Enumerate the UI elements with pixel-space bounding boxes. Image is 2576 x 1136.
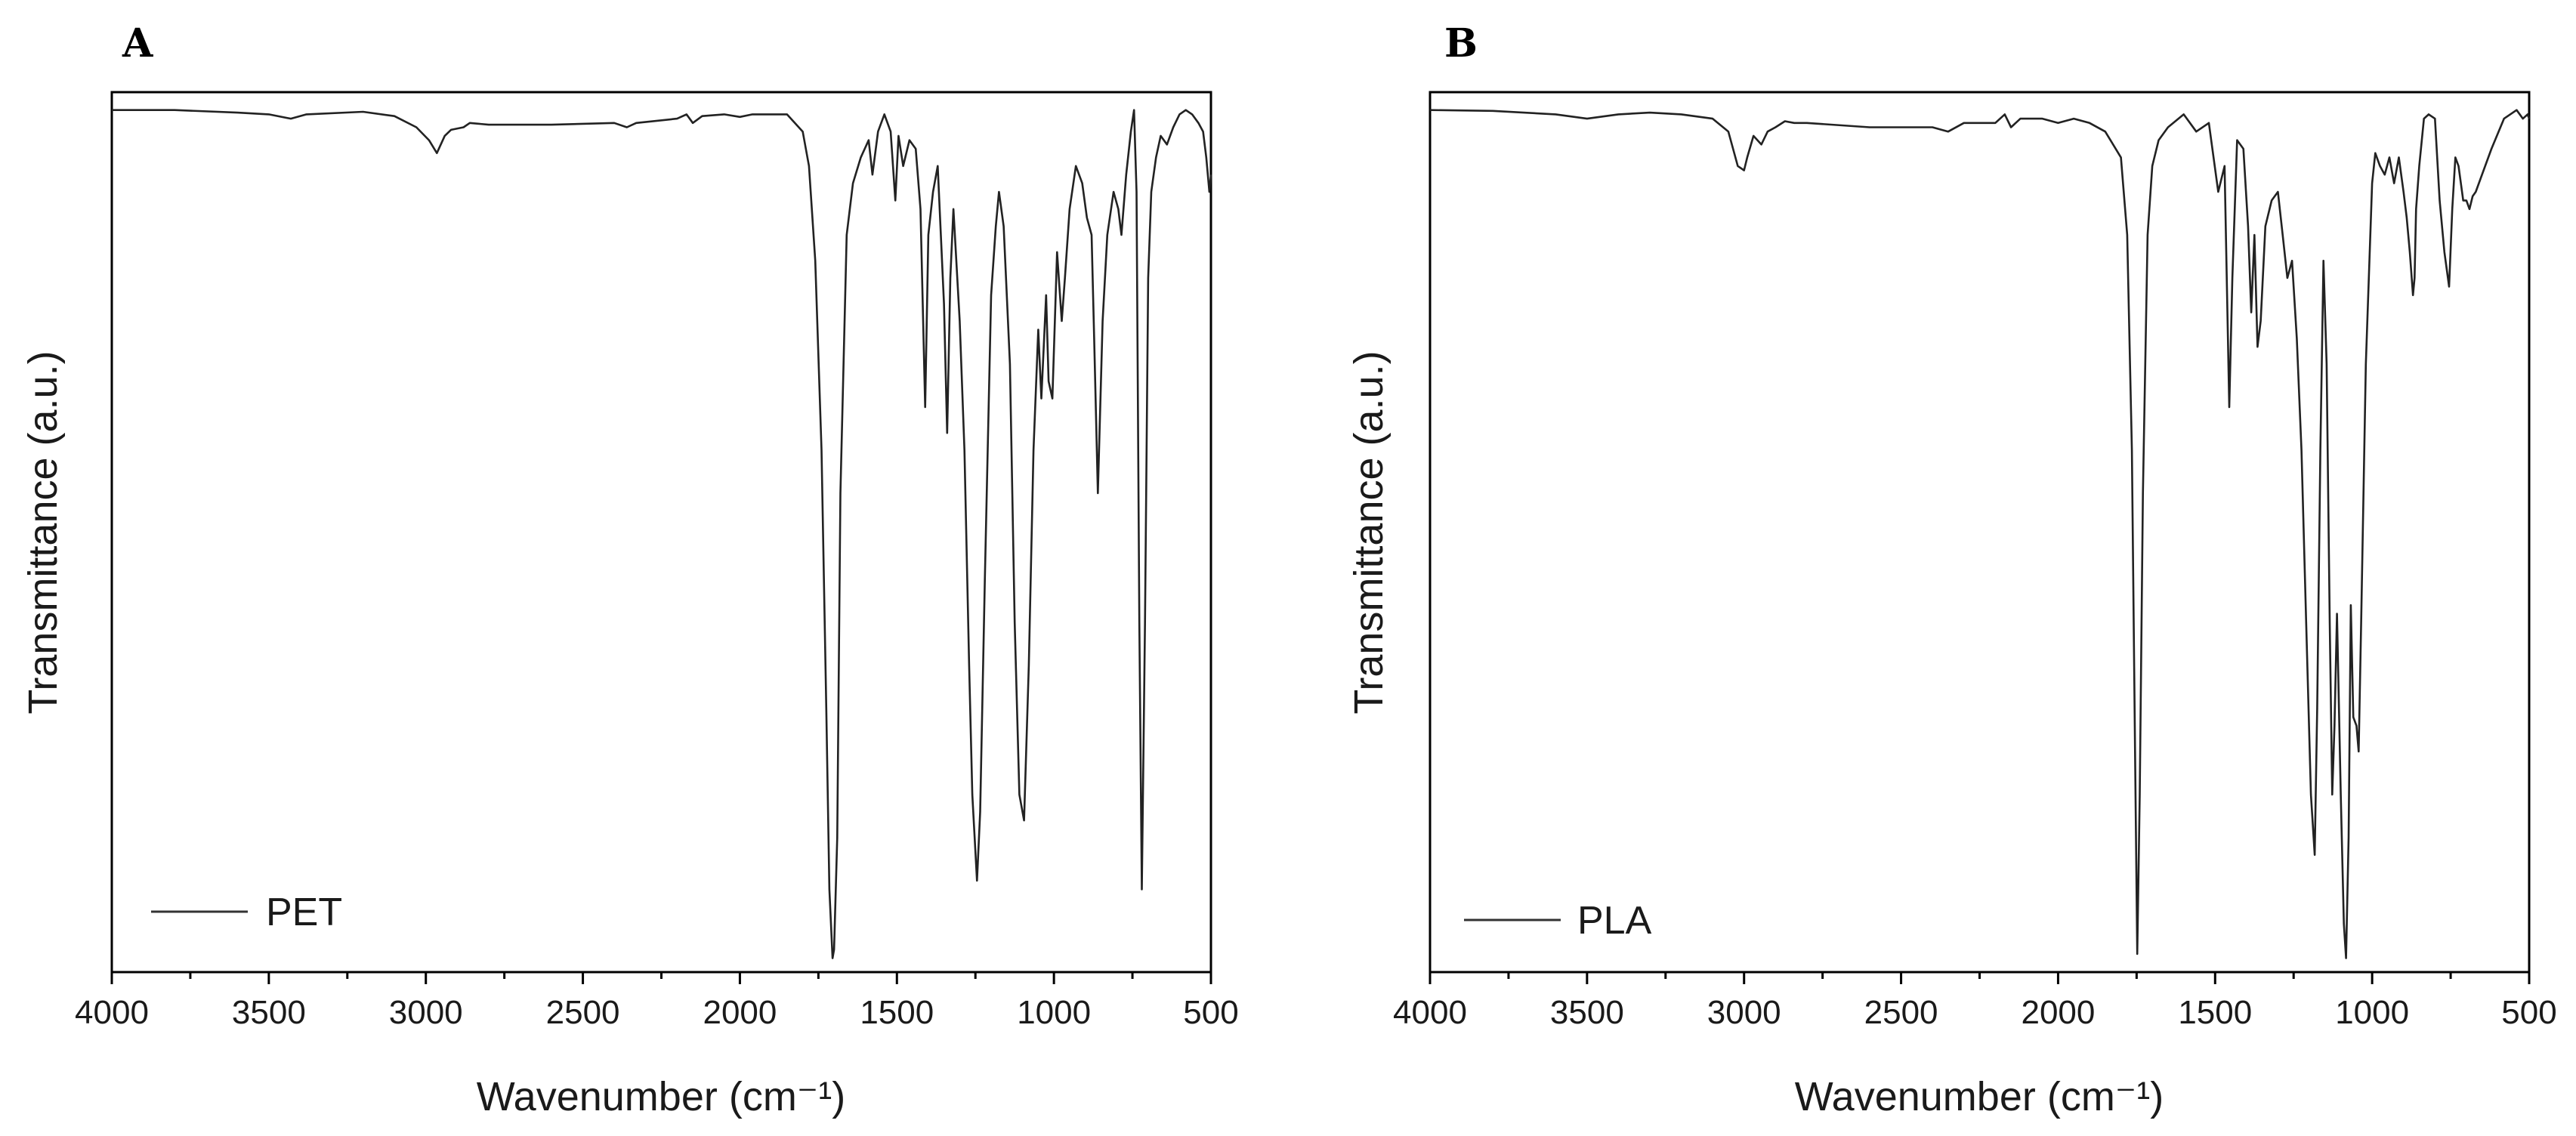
legend-label-pet: PET bbox=[266, 891, 342, 934]
x-tick-label: 2000 bbox=[2021, 994, 2095, 1031]
x-tick-label: 2000 bbox=[703, 994, 777, 1031]
legend-label-pla: PLA bbox=[1577, 899, 1652, 943]
x-axis-title-b: Wavenumber (cm⁻¹) bbox=[1795, 1074, 2164, 1119]
panel-label-a: A bbox=[122, 20, 153, 66]
x-tick-label: 500 bbox=[1183, 994, 1238, 1031]
x-tick-labels-b: 4000 3500 3000 2500 2000 1500 1000 500 bbox=[1393, 994, 2557, 1031]
panel-label-b: B bbox=[1444, 20, 1478, 66]
y-axis-title-a: Transmittance (a.u.) bbox=[20, 350, 66, 714]
x-ticks-b bbox=[1429, 972, 2531, 984]
x-ticks-a bbox=[110, 972, 1212, 984]
x-tick-label: 3000 bbox=[1707, 994, 1781, 1031]
x-tick-labels-a: 4000 3500 3000 2500 2000 1500 1000 500 bbox=[75, 994, 1239, 1031]
x-tick-label: 3500 bbox=[232, 994, 306, 1031]
x-tick-label: 1000 bbox=[2335, 994, 2409, 1031]
x-tick-label: 3500 bbox=[1550, 994, 1624, 1031]
x-tick-label: 1000 bbox=[1017, 994, 1091, 1031]
x-tick-label: 4000 bbox=[1393, 994, 1467, 1031]
x-tick-label: 3000 bbox=[389, 994, 463, 1031]
x-tick-label: 2500 bbox=[1864, 994, 1938, 1031]
x-tick-label: 500 bbox=[2501, 994, 2556, 1031]
x-tick-label: 1500 bbox=[2178, 994, 2252, 1031]
panel-b: B 4000 3500 3000 2500 2000 1500 1000 500 PLA Wa… bbox=[1346, 20, 2557, 1119]
x-axis-title-a: Wavenumber (cm⁻¹) bbox=[477, 1074, 846, 1119]
y-axis-title-b: Transmittance (a.u.) bbox=[1346, 350, 1391, 714]
panel-a: A 4000 3500 3000 2500 2000 1500 1000 500 PET Wa… bbox=[20, 20, 1239, 1119]
series-line-pla bbox=[1429, 109, 2531, 959]
x-tick-label: 1500 bbox=[860, 994, 934, 1031]
x-tick-label: 2500 bbox=[546, 994, 620, 1031]
series-line-pet bbox=[112, 109, 1212, 959]
x-tick-label: 4000 bbox=[75, 994, 149, 1031]
